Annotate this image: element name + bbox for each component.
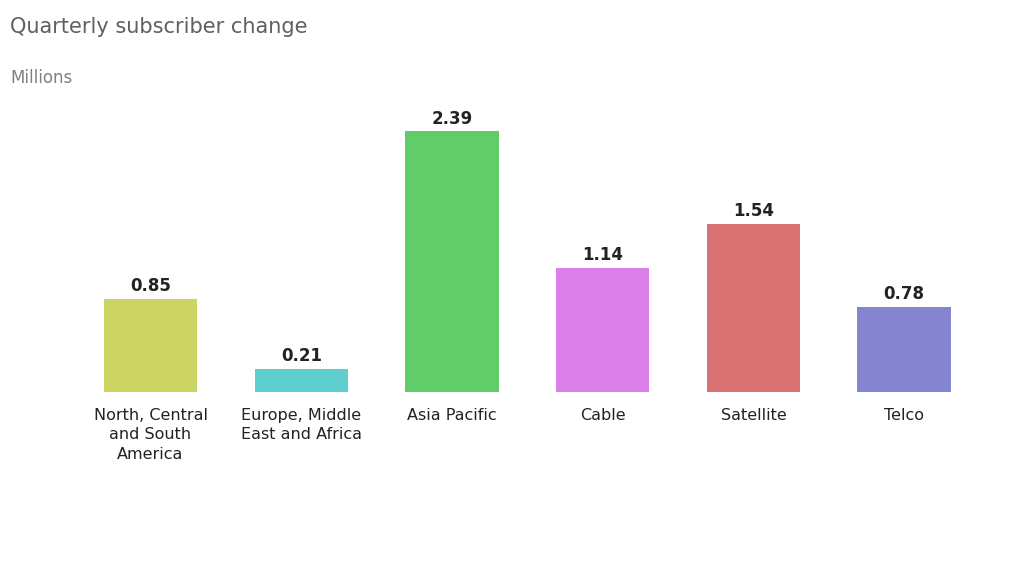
Text: 1.14: 1.14: [583, 246, 624, 264]
Text: 0.85: 0.85: [130, 277, 171, 295]
Text: Millions: Millions: [10, 69, 73, 87]
Text: 1.54: 1.54: [733, 202, 774, 220]
Text: 2.39: 2.39: [431, 109, 473, 127]
Bar: [406, 131, 499, 392]
Bar: [255, 369, 348, 392]
Bar: [707, 224, 800, 392]
Bar: [103, 299, 198, 392]
Text: 0.78: 0.78: [884, 285, 925, 303]
Bar: [857, 307, 951, 392]
Text: 0.21: 0.21: [281, 347, 322, 365]
Text: Quarterly subscriber change: Quarterly subscriber change: [10, 17, 308, 37]
Bar: [556, 267, 649, 392]
